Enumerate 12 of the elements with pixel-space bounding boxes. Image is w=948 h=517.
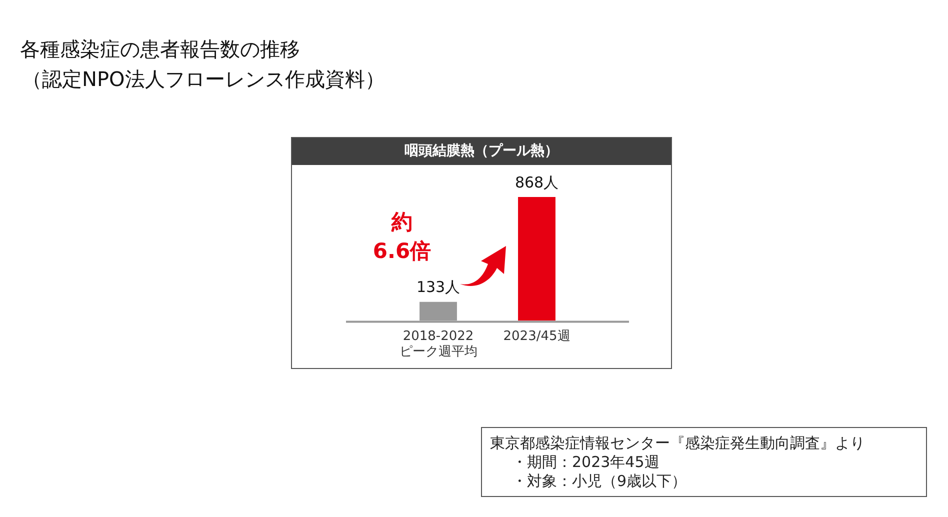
text: ・期間：2023年45週 [511, 453, 660, 472]
data-label: 868人 [514, 173, 559, 192]
text: 咽頭結膜熱（プール熱） [292, 138, 671, 165]
data-label: 133人 [416, 278, 460, 296]
text: 東京都感染症情報センター『感染症発生動向調査』より [490, 434, 866, 453]
text: ・対象：小児（9歳以下） [511, 472, 688, 491]
chart-subtitle: （認定NPO法人フローレンス作成資料） [22, 66, 385, 93]
text: 各種感染症の患者報告数の推移 [20, 36, 300, 63]
annotation: 約 [390, 209, 414, 236]
annotation: 6.6倍 [372, 238, 432, 265]
x-tick-label: 2018-2022 ピーク週平均 [399, 328, 478, 360]
x-tick-label: 2023/45週 [503, 328, 570, 344]
